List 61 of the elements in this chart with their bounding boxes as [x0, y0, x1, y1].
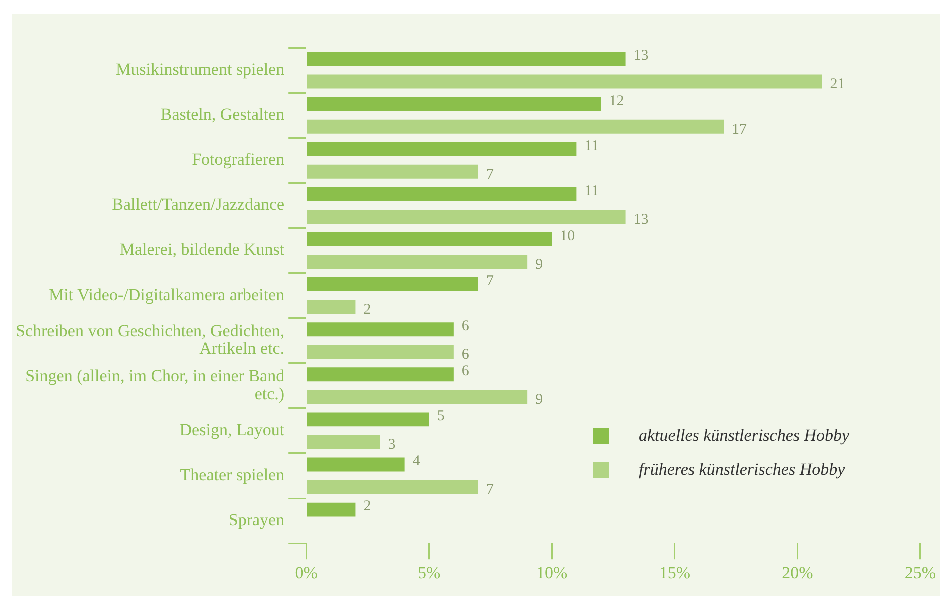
data-label: 7 [486, 166, 494, 183]
data-label: 11 [584, 138, 600, 154]
data-label: 7 [486, 482, 494, 498]
data-label: 13 [634, 48, 649, 64]
x-tick-label: 5% [418, 563, 441, 582]
bar [307, 120, 724, 134]
x-tick-label: 25% [904, 563, 936, 582]
legend-label: aktuelles künstlerisches Hobby [639, 426, 850, 446]
bar [307, 502, 356, 517]
data-label: 11 [584, 183, 600, 200]
bar [307, 345, 454, 360]
data-label: 6 [462, 347, 470, 364]
y-tick-label: Malerei, bildende Kunst [120, 240, 285, 260]
y-tick-label: Basteln, Gestalten [160, 105, 286, 124]
bar [307, 210, 626, 224]
data-label: 7 [486, 273, 494, 290]
data-label: 6 [462, 364, 470, 380]
y-tick-label: Musikinstrument spielen [116, 60, 286, 79]
y-tick-label: Mit Video-/Digitalkamera arbeiten [48, 285, 286, 304]
data-label: 3 [388, 437, 396, 454]
x-tick-label: 0% [295, 563, 318, 582]
bar [307, 368, 454, 382]
bar [307, 322, 454, 337]
bar [307, 458, 405, 472]
data-label: 2 [364, 498, 372, 515]
bar [307, 97, 602, 112]
bar [307, 435, 380, 450]
bar [307, 300, 356, 314]
bar [307, 164, 478, 179]
bar [307, 187, 577, 202]
bar [307, 278, 478, 292]
y-tick-label: Fotografieren [192, 150, 286, 170]
data-label: 5 [437, 408, 445, 425]
data-label: 9 [536, 256, 544, 273]
data-label: 12 [609, 93, 624, 110]
y-tick-label: Theater spielen [180, 465, 286, 484]
y-tick-label: Ballett/Tanzen/Jazzdance [112, 195, 285, 214]
bar [307, 255, 528, 269]
y-tick-label: Schreiben von Geschichten, Gedichten, Artikeln etc. [16, 321, 285, 358]
legend-label: früheres künstlerisches Hobby [639, 460, 846, 480]
bar [307, 74, 822, 89]
bar [307, 52, 626, 66]
data-label: 4 [412, 454, 421, 470]
y-tick-label: Sprayen [228, 510, 286, 530]
bar [307, 142, 577, 156]
x-tick-label: 10% [536, 563, 568, 582]
data-label: 13 [634, 212, 649, 228]
y-tick-label: Singen (allein, im Chor, in einer Band etc.) [26, 366, 286, 404]
data-label: 2 [364, 302, 372, 318]
data-label: 10 [560, 228, 576, 244]
x-tick-label: 20% [782, 563, 814, 582]
bar [307, 390, 528, 404]
bar [307, 480, 478, 494]
data-label: 21 [830, 76, 846, 93]
data-label: 9 [536, 392, 544, 408]
x-tick-label: 15% [659, 563, 690, 582]
data-label: 6 [462, 318, 470, 335]
y-tick-label: Design, Layout [180, 420, 285, 440]
data-label: 17 [732, 122, 748, 138]
bar [307, 412, 430, 427]
bar [307, 232, 552, 246]
